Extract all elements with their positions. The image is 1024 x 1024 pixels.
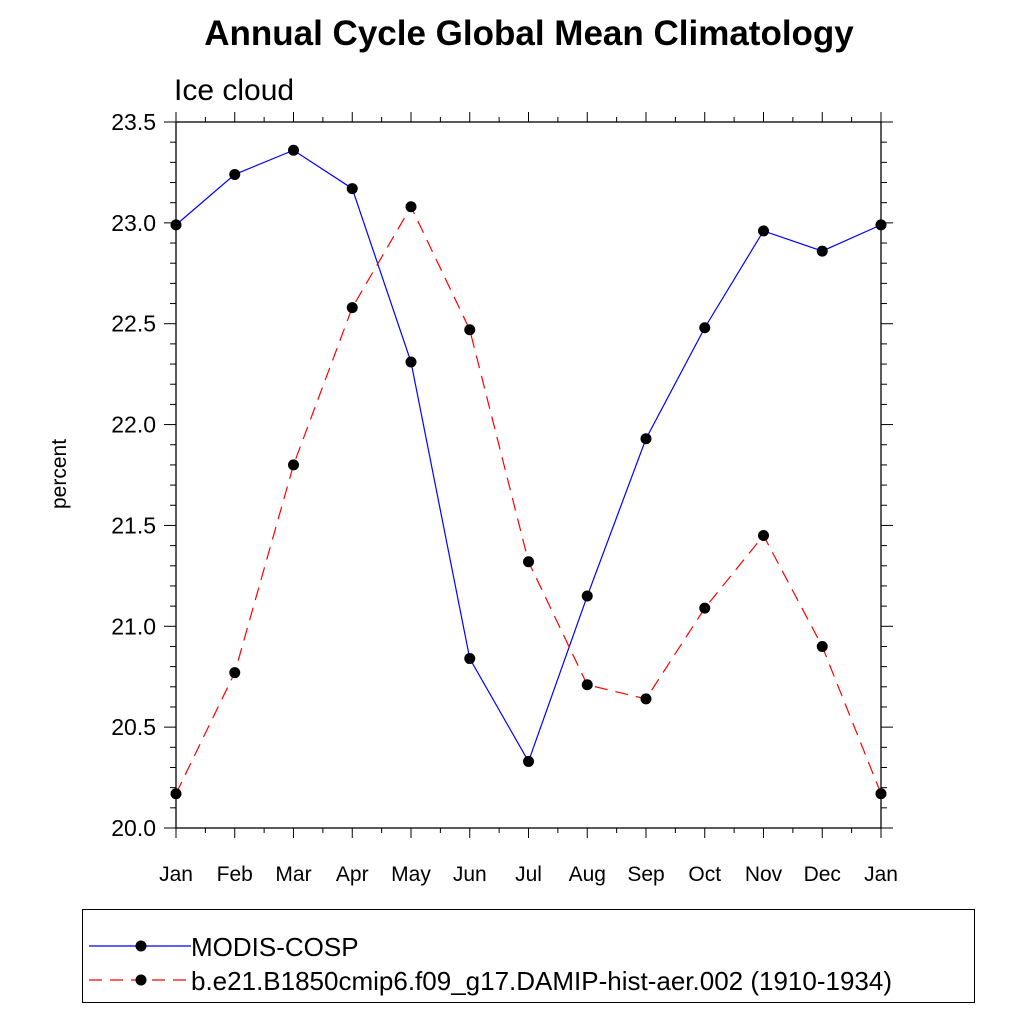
series-0-point [288, 144, 299, 156]
y-axis-label: percent [48, 439, 71, 509]
series-0-point [464, 653, 476, 665]
legend: MODIS-COSP b.e21.B1850cmip6.f09_g17.DAMI… [82, 909, 975, 1003]
y-tick-label: 21.0 [111, 613, 156, 639]
line-chart: Ice cloud percent 20.0 20.5 21.0 21.5 22.0 22… [48, 74, 898, 886]
x-tick-label: Dec [804, 863, 841, 886]
series-0-point [405, 356, 417, 368]
x-tick-label: Sep [627, 863, 664, 886]
series-1-point [229, 667, 241, 679]
axis-ticks [164, 112, 893, 838]
x-tick-label: Apr [336, 863, 369, 886]
y-tick-label: 22.5 [111, 311, 156, 337]
legend-entry-modis: MODIS-COSP [83, 926, 974, 966]
x-tick-label: Oct [688, 863, 721, 886]
series-1-point [816, 640, 828, 652]
series-1-point [170, 788, 182, 800]
series-1-point [346, 302, 358, 314]
x-tick-label: Jun [453, 863, 487, 886]
x-tick-label: Feb [217, 863, 253, 886]
series-0-point [816, 245, 828, 257]
chart-title: Annual Cycle Global Mean Climatology [204, 14, 854, 53]
y-tick-label: 23.5 [111, 109, 156, 135]
series-0-point [640, 433, 652, 445]
series-0-point [346, 183, 358, 195]
series-1-point [405, 201, 417, 213]
y-tick-label: 22.0 [111, 412, 156, 438]
series-line-1 [175, 205, 882, 794]
x-tick-label: Jul [515, 863, 542, 886]
series-0-point [170, 219, 182, 231]
x-tick-label: Aug [569, 863, 606, 886]
series-1-point [875, 788, 887, 800]
series-0-point [523, 755, 534, 767]
legend-entry-model: b.e21.B1850cmip6.f09_g17.DAMIP-hist-aer.… [83, 960, 974, 1000]
series-0-point [229, 168, 241, 180]
x-tick-label: Jan [159, 863, 193, 886]
series-0-point [758, 225, 769, 237]
y-tick-label: 20.0 [111, 815, 156, 841]
series-layer [170, 144, 887, 800]
x-tick-label: May [391, 863, 431, 886]
series-1-point [581, 679, 593, 691]
series-1-point [699, 602, 711, 614]
axis-tick-labels: 20.0 20.5 21.0 21.5 22.0 22.5 23.0 23.5 Jan Feb Ma… [111, 109, 898, 886]
series-1-point [758, 530, 769, 542]
legend-swatch-modis [87, 926, 197, 966]
legend-label-model: b.e21.B1850cmip6.f09_g17.DAMIP-hist-aer.… [191, 966, 892, 996]
y-tick-label: 23.0 [111, 210, 156, 236]
series-line-0 [175, 149, 882, 763]
plot-area-frame [175, 121, 882, 829]
y-tick-label: 21.5 [111, 512, 156, 538]
chart-subtitle: Ice cloud [174, 74, 294, 107]
series-1-point [464, 324, 476, 336]
legend-swatch-model [87, 960, 197, 1000]
series-1-point [640, 693, 652, 705]
series-0-point [875, 219, 887, 231]
x-tick-label: Nov [745, 863, 783, 886]
legend-label-modis: MODIS-COSP [191, 932, 359, 962]
series-1-point [523, 556, 534, 568]
series-0-point [699, 322, 711, 334]
y-tick-label: 20.5 [111, 714, 156, 740]
series-0-point [581, 590, 593, 602]
x-tick-label: Mar [275, 863, 311, 886]
x-tick-label: Jan [864, 863, 898, 886]
series-1-point [288, 459, 299, 471]
